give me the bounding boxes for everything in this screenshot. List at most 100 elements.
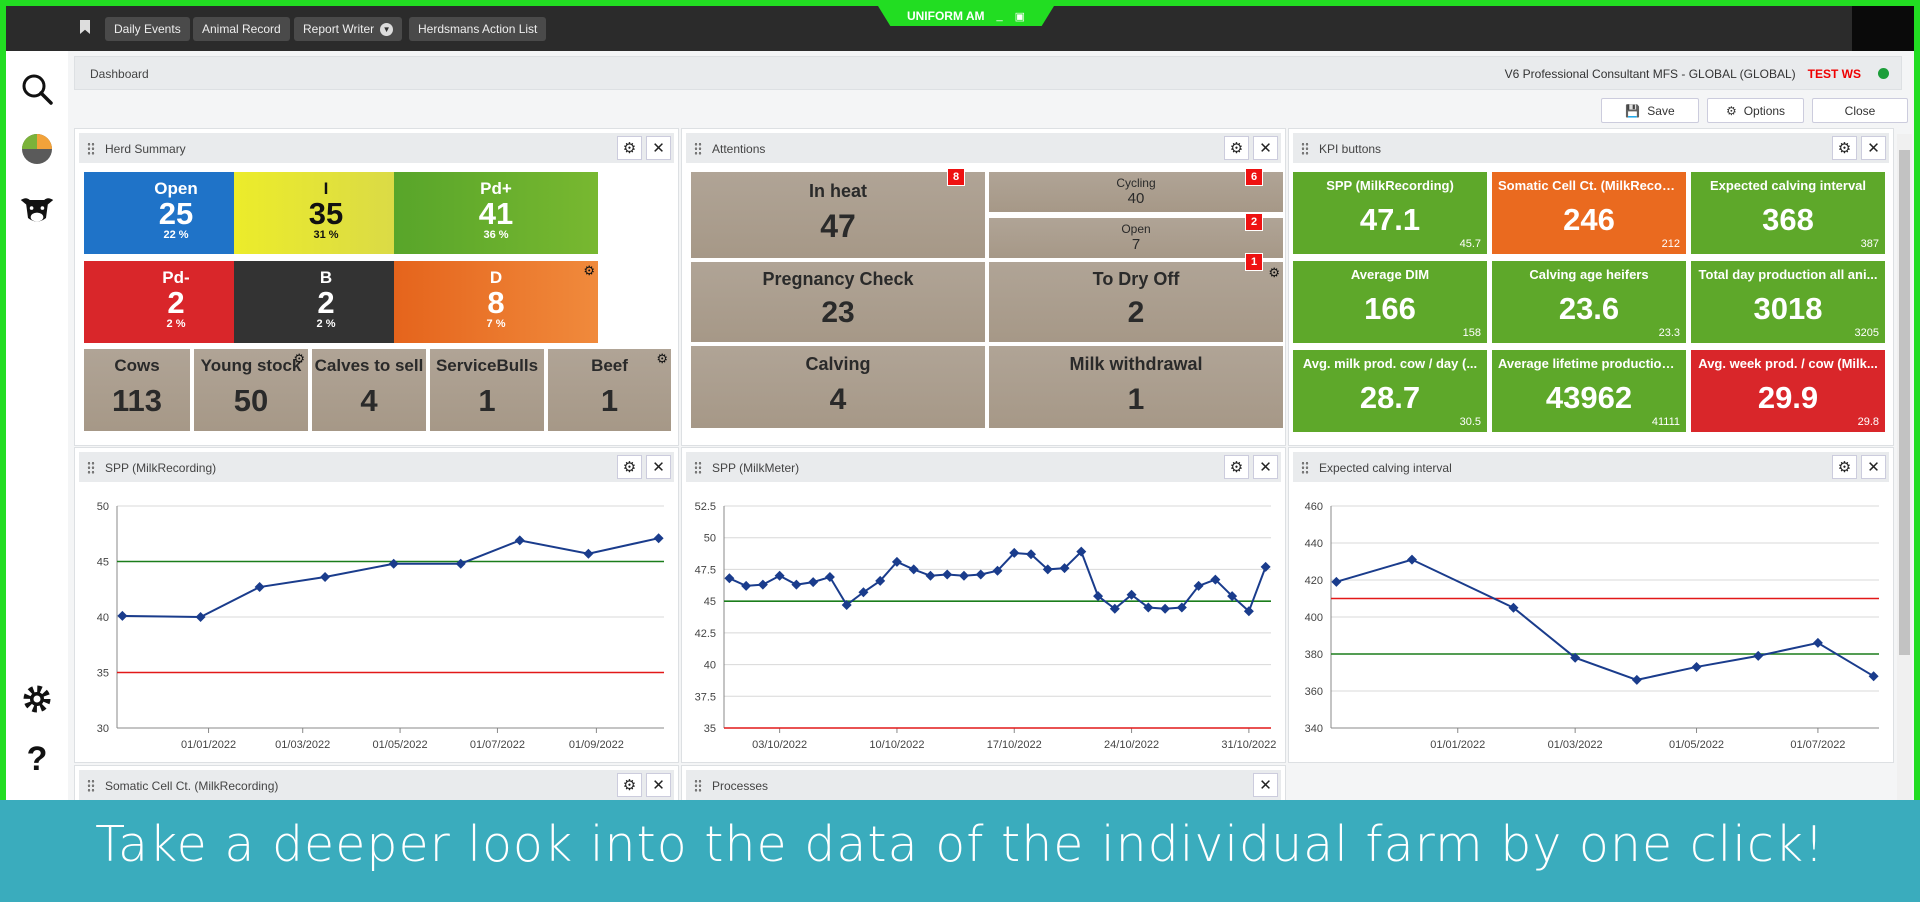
options-button[interactable]: ⚙ Options [1707,98,1804,123]
panel-close-button[interactable]: ✕ [646,773,671,797]
attention-to-dry-off[interactable]: To Dry Off 2 1 ⚙ [989,253,1283,342]
herd-count-tile[interactable]: Beef 1 ⚙ [548,349,671,431]
save-button[interactable]: 💾 Save [1601,98,1699,123]
herd-tile[interactable]: B 2 2 % [234,261,418,343]
save-label: Save [1647,103,1675,118]
tile-label: Pd- [162,268,190,287]
nav-report-writer[interactable]: Report Writer ▼ [294,17,403,41]
drag-handle-icon[interactable] [1301,461,1309,474]
tile-value: 1 [600,383,619,418]
panel-header: Processes ✕ [686,770,1281,800]
nav-label: Animal Record [202,22,281,36]
tile-value: 2 [167,285,185,320]
kpi-tile[interactable]: Calving age heifers 23.6 23.3 [1492,261,1686,343]
panel-header: Somatic Cell Ct. (MilkRecording) ⚙ ✕ [79,770,674,800]
kpi-tile[interactable]: Average DIM 166 158 [1293,261,1487,343]
line-chart[interactable]: 35 37.5 40 42.5 45 47.5 50 52.5 03/10/2022 10/10/… [682,486,1285,762]
attention-milk-withdrawal[interactable]: Milk withdrawal 1 [989,346,1283,428]
kpi-tile[interactable]: Avg. milk prod. cow / day (... 28.7 30.5 [1293,350,1487,432]
herd-tile[interactable]: Pd+ 41 36 % [394,172,598,254]
kpi-value: 166 [1364,291,1416,326]
kpi-tile[interactable]: Somatic Cell Ct. (MilkRecordi... 246 212 [1492,172,1686,254]
kpi-tile[interactable]: Avg. week prod. / cow (Milk... 29.9 29.8 [1691,350,1885,432]
tile-label: Open [154,179,198,198]
drag-handle-icon[interactable] [87,779,95,792]
close-button[interactable]: Close [1812,98,1908,123]
settings-gear-icon[interactable] [19,681,55,717]
panel-settings-button[interactable]: ⚙ [1224,136,1249,160]
kpi-tile[interactable]: Expected calving interval 368 387 [1691,172,1885,254]
line-chart[interactable]: 340 360 380 400 420 440 460 01/01/2022 01/03/202… [1289,486,1893,762]
cow-icon[interactable] [19,191,55,227]
tile-value: 1 [1127,383,1145,416]
gear-icon[interactable]: ⚙ [293,351,305,366]
drag-handle-icon[interactable] [87,461,95,474]
scrollbar-thumb[interactable] [1899,150,1910,655]
herd-count-tile[interactable]: Young stock 50 ⚙ [194,349,308,431]
drag-handle-icon[interactable] [694,779,702,792]
panel-settings-button[interactable]: ⚙ [1224,455,1249,479]
x-tick-label: 01/05/2022 [373,739,428,751]
nav-animal-record[interactable]: Animal Record [193,17,290,41]
restore-button[interactable]: ▣ [1014,10,1026,23]
attention-open[interactable]: Open 7 2 [989,213,1283,258]
herd-count-tile[interactable]: Calves to sell 4 [312,349,426,431]
panel-close-button[interactable]: ✕ [1253,455,1278,479]
drag-handle-icon[interactable] [1301,142,1309,155]
search-icon[interactable] [19,71,55,107]
bookmark-icon[interactable] [80,20,90,34]
data-point [975,569,986,580]
kpi-label: Avg. week prod. / cow (Milk... [1698,356,1878,371]
data-point [875,575,886,586]
y-tick-label: 340 [1305,723,1323,735]
panel-close-button[interactable]: ✕ [1253,773,1278,797]
attention-cycling[interactable]: Cycling 40 6 [989,168,1283,212]
help-icon[interactable]: ? [26,739,48,778]
kpi-label: Expected calving interval [1709,178,1867,193]
drag-handle-icon[interactable] [694,461,702,474]
nav-herdsmans-action-list[interactable]: Herdsmans Action List [409,17,547,41]
kpi-tile[interactable]: Total day production all ani... 3018 320… [1691,261,1885,343]
status-indicator [1878,68,1889,79]
herd-tile[interactable]: I 35 31 % [234,172,418,254]
panel-settings-button[interactable]: ⚙ [617,773,642,797]
caption-text: Take a deeper look into the data of the … [95,816,1825,873]
panel-close-button[interactable]: ✕ [1861,455,1886,479]
attention-pregnancy-check[interactable]: Pregnancy Check 23 [691,262,985,342]
panel-settings-button[interactable]: ⚙ [1832,136,1857,160]
herd-count-tile[interactable]: Cows 113 [84,349,190,431]
y-tick-label: 40 [97,612,109,624]
tile-value: 35 [308,196,344,231]
series-line [122,537,659,619]
pie-chart-icon[interactable] [19,131,55,167]
line-chart[interactable]: 30 35 40 45 50 01/01/2022 01/03/2022 01/05/2022… [75,486,678,762]
attention-calving[interactable]: Calving 4 [691,346,985,428]
panel-close-button[interactable]: ✕ [1253,136,1278,160]
series-line [1336,558,1875,681]
drag-handle-icon[interactable] [694,142,702,155]
panel-close-button[interactable]: ✕ [1861,136,1886,160]
herd-count-tile[interactable]: ServiceBulls 1 [430,349,544,431]
kpi-tile[interactable]: SPP (MilkRecording) 47.1 45.7 [1293,172,1487,254]
gear-icon[interactable]: ⚙ [1268,265,1280,280]
page-title: Dashboard [90,67,149,81]
panel-header: SPP (MilkRecording) ⚙ ✕ [79,452,674,482]
herd-tile[interactable]: D 8 7 % ⚙ [394,261,598,343]
attention-in-heat[interactable]: In heat 47 8 [691,168,985,258]
panel-settings-button[interactable]: ⚙ [617,455,642,479]
nav-label: Herdsmans Action List [418,22,538,36]
vertical-scrollbar[interactable] [1897,134,1912,806]
panel-close-button[interactable]: ✕ [646,455,671,479]
panel-close-button[interactable]: ✕ [646,136,671,160]
gear-icon[interactable]: ⚙ [583,263,595,278]
nav-daily-events[interactable]: Daily Events [105,17,190,41]
tile-value: 4 [360,383,378,418]
panel-settings-button[interactable]: ⚙ [1832,455,1857,479]
minimize-button[interactable]: _ [996,10,1003,22]
panel-title: Expected calving interval [1319,461,1452,475]
panel-settings-button[interactable]: ⚙ [617,136,642,160]
drag-handle-icon[interactable] [87,142,95,155]
gear-icon[interactable]: ⚙ [656,351,668,366]
kpi-tile[interactable]: Average lifetime production ... 43962 41… [1492,350,1686,432]
x-tick-label: 01/03/2022 [275,739,330,751]
